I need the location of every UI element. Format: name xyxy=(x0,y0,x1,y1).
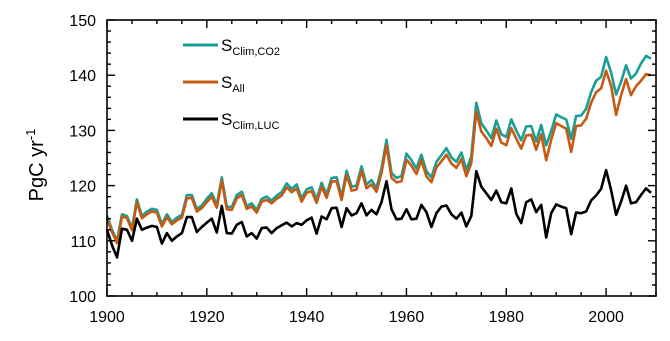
legend-label-2: SAll xyxy=(221,73,245,95)
y-axis-label-main: PgC yr xyxy=(26,140,48,201)
x-tick-label: 1940 xyxy=(289,309,325,326)
y-tick-label: 120 xyxy=(69,179,96,196)
y-tick-label: 130 xyxy=(69,123,96,140)
y-tick-label: 100 xyxy=(69,289,96,306)
legend-label-3: SClim,LUC xyxy=(221,110,279,132)
legend: SClim,CO2 SAll SClim,LUC xyxy=(183,36,280,132)
x-tick-label: 1900 xyxy=(89,309,125,326)
x-tick-label: 1980 xyxy=(488,309,524,326)
y-tick-label: 140 xyxy=(69,68,96,85)
y-tick-label: 110 xyxy=(70,234,96,251)
x-tick-label: 1960 xyxy=(389,309,425,326)
x-tick-label: 1920 xyxy=(189,309,225,326)
plot-frame xyxy=(106,19,657,297)
legend-label-1: SClim,CO2 xyxy=(221,36,280,58)
y-axis-label-superscript: -1 xyxy=(23,129,38,141)
series-line-2 xyxy=(105,69,652,245)
plot-area: 1900 1920 1940 1960 1980 2000 100 110 120 130 140 1… xyxy=(69,13,657,326)
series-line-3 xyxy=(105,168,652,259)
x-tick-label: 2000 xyxy=(588,309,624,326)
y-tick-label: 150 xyxy=(69,13,96,30)
y-axis-label: PgC yr-1 xyxy=(23,129,48,202)
